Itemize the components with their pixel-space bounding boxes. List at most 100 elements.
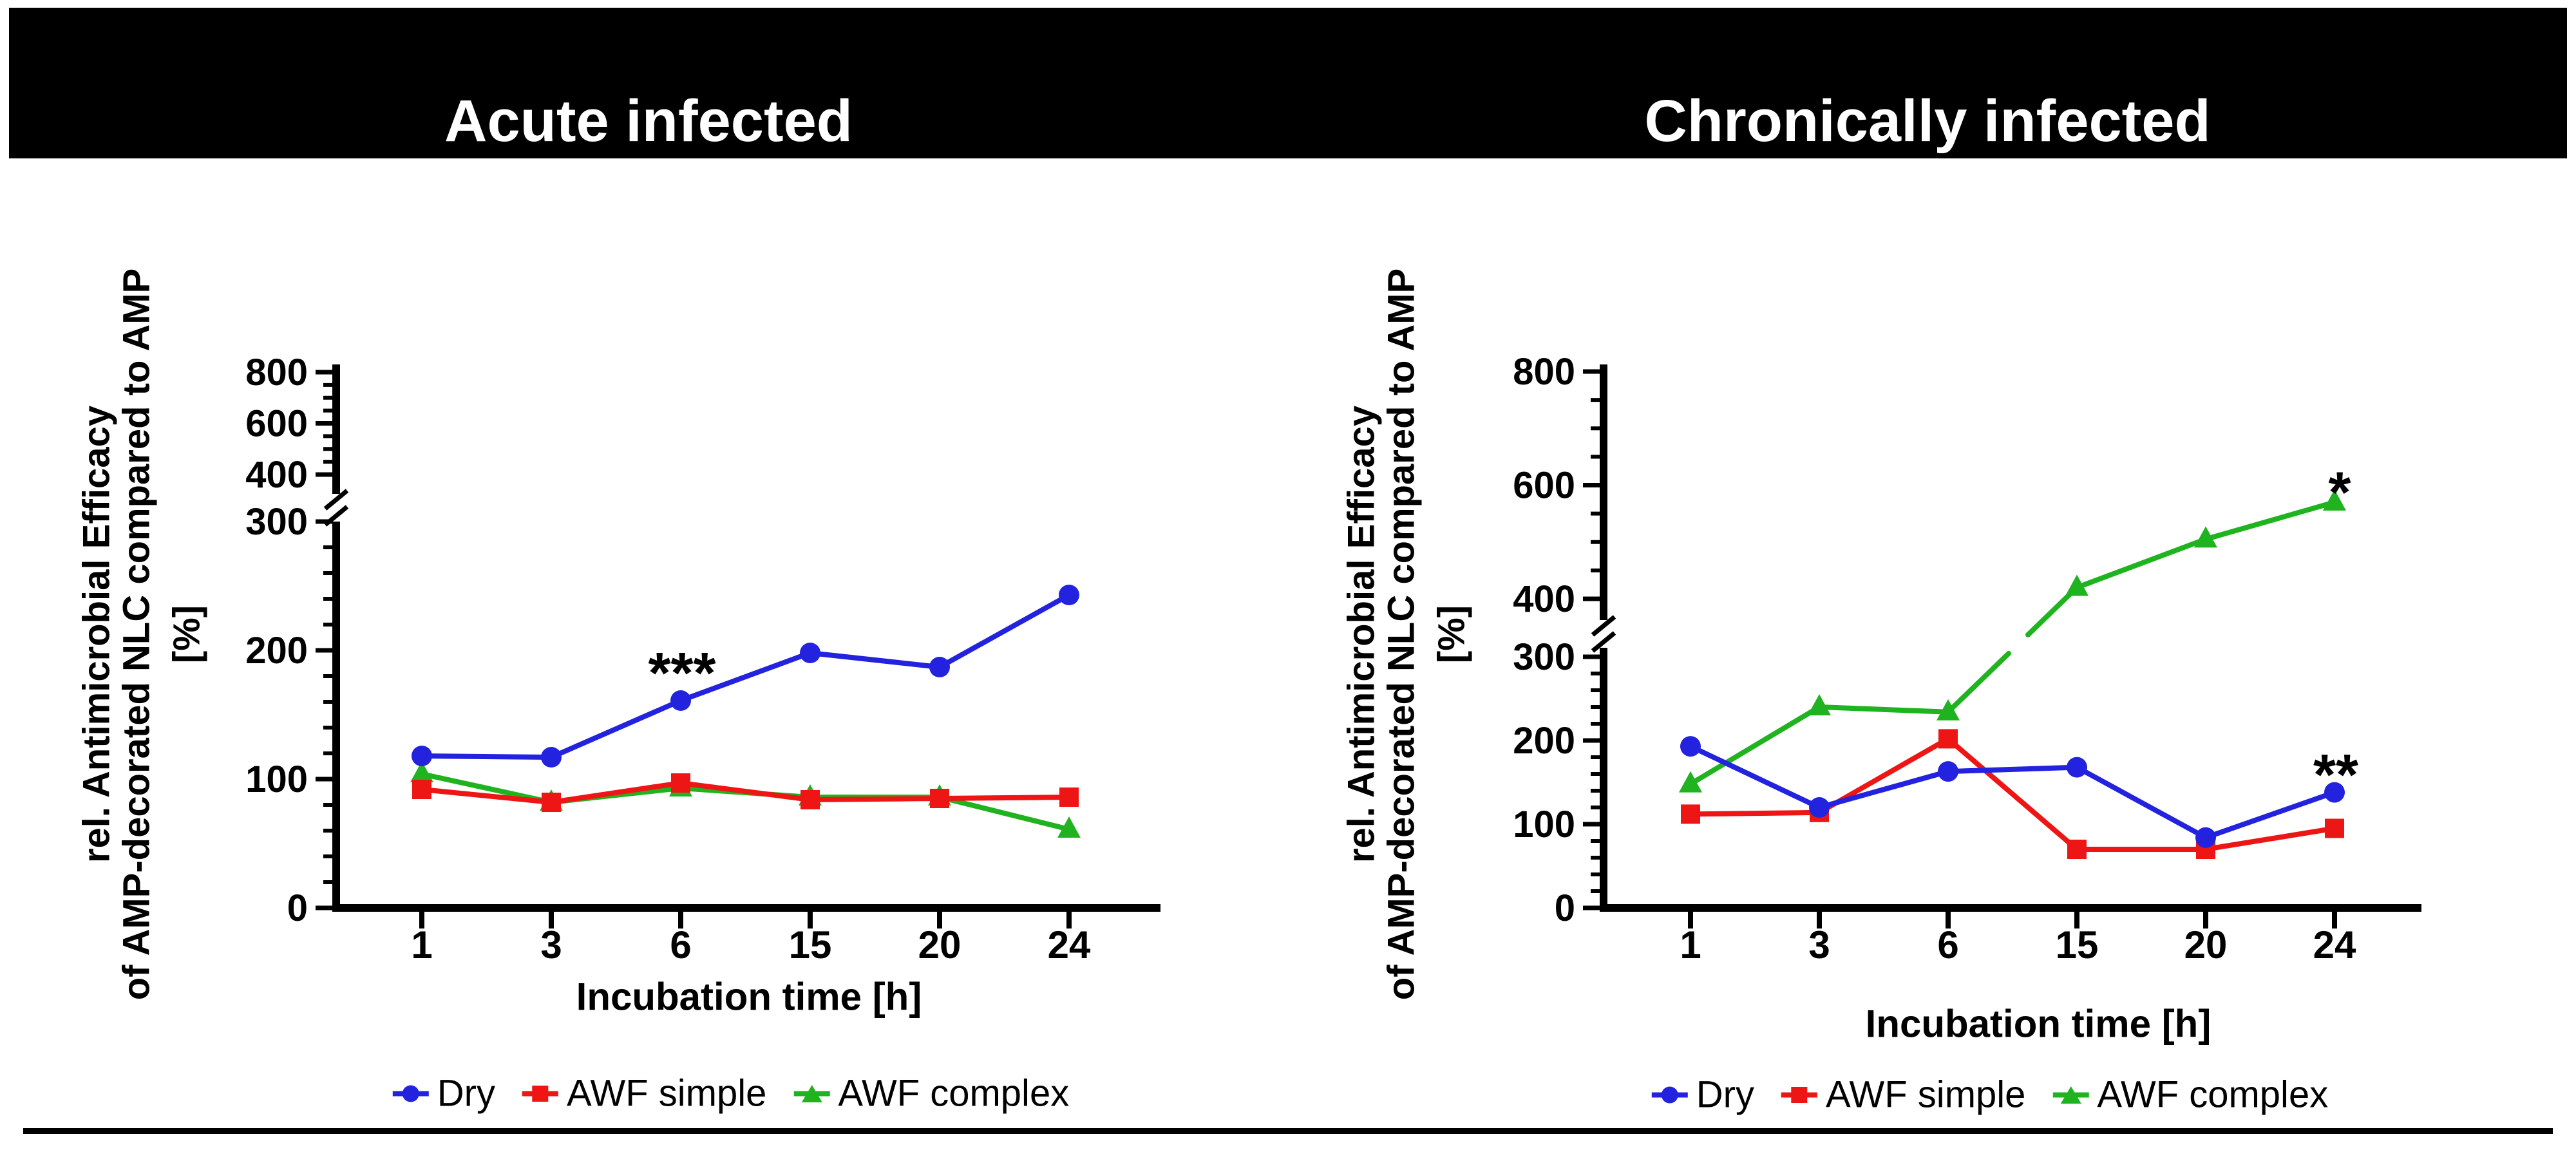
x-tick-label: 20 (2184, 923, 2228, 966)
awf-complex-marker-icon (793, 1084, 830, 1103)
awf-complex-point-icon (1937, 699, 1960, 721)
awf-complex-point-icon (2065, 574, 2088, 596)
x-tick-label: 1 (1680, 923, 1701, 966)
dry-point-icon (412, 746, 432, 766)
awf-simple-point-icon (2067, 840, 2087, 859)
awf-simple-point-icon (1681, 804, 1700, 824)
y-tick-label: 0 (1555, 887, 1575, 929)
x-tick-label: 24 (2313, 923, 2356, 966)
y-tick-label: 600 (245, 403, 308, 445)
x-tick-label: 20 (918, 923, 961, 966)
x-tick-label: 6 (670, 923, 691, 966)
chronic-awf-simple-line (1688, 736, 2337, 852)
significance-stars: ** (2313, 743, 2358, 807)
y-tick-label: 200 (245, 630, 308, 672)
legend-label: Dry (437, 1072, 495, 1115)
x-tick-label: 24 (1048, 923, 1091, 966)
awf-simple-point-icon (412, 780, 431, 799)
awf-complex-point-icon (2323, 489, 2346, 511)
chronic-awf-complex-line (1688, 499, 2337, 787)
dry-point-icon (929, 657, 950, 677)
dry-point-icon (1938, 761, 1958, 782)
header-bar: Acute infected Chronically infected (9, 8, 2567, 158)
chronic-legend: Dry AWF simple AWF complex (1651, 1073, 2328, 1117)
chronic-y-axis-title-unit: [%] (1430, 605, 1473, 664)
dry-point-icon (541, 747, 562, 768)
awf-simple-point-icon (671, 773, 690, 793)
dry-point-icon (2067, 757, 2087, 778)
legend-label: AWF simple (566, 1072, 767, 1115)
acute-awf-simple-line (419, 780, 1072, 805)
awf-simple-point-icon (930, 789, 949, 808)
x-tick-label: 6 (1937, 923, 1958, 966)
y-tick-label: 300 (1513, 636, 1575, 678)
awf-simple-point-icon (2325, 818, 2344, 838)
dry-point-icon (1809, 797, 1830, 818)
dry-point-icon (800, 643, 820, 663)
y-tick-label: 300 (245, 501, 308, 543)
awf-simple-point-icon (542, 793, 561, 812)
awf-simple-point-icon (1059, 787, 1079, 807)
awf-complex-point-icon (1057, 816, 1081, 838)
dry-marker-icon (1651, 1085, 1688, 1104)
awf-complex-point-icon (1679, 771, 1702, 793)
y-tick-label: 200 (1513, 720, 1575, 762)
y-tick-label: 800 (1513, 351, 1575, 393)
acute-y-axis-title-line2: of AMP-decorated NLC compared to AMP (115, 268, 158, 1001)
acute-x-axis-title: Incubation time [h] (576, 975, 922, 1019)
axis-break-slash-icon (1591, 631, 1616, 653)
awf-simple-point-icon (1938, 729, 1958, 749)
legend-item-awf-complex: AWF complex (2052, 1073, 2328, 1117)
chronic-dry-line (1688, 744, 2337, 840)
x-tick-label: 3 (540, 923, 562, 966)
acute-y-axis-title-unit: [%] (166, 605, 208, 664)
acute-y-axis-title-line1: rel. Antimicrobial Efficacy (75, 405, 118, 863)
axis-break-slash-icon (1591, 615, 1616, 637)
x-tick-label: 1 (411, 923, 432, 966)
legend-label: AWF complex (2097, 1073, 2329, 1116)
x-tick-label: 15 (789, 923, 832, 966)
y-tick-label: 100 (245, 759, 308, 800)
chronic-y-axis-title-line1: rel. Antimicrobial Efficacy (1340, 405, 1383, 863)
awf-complex-point-icon (1808, 694, 1831, 715)
chart-acute: 0 100 200 300 400 600 800 1 3 6 15 20 24 *** (245, 352, 1160, 966)
x-tick-label: 3 (1808, 923, 1830, 966)
dry-point-icon (2195, 827, 2216, 848)
bottom-rule (23, 1128, 2553, 1134)
y-tick-label: 600 (1513, 465, 1575, 507)
acute-legend: Dry AWF simple AWF complex (392, 1072, 1069, 1115)
awf-simple-marker-icon (1781, 1085, 1817, 1104)
panel-title-acute: Acute infected (444, 88, 853, 154)
dry-point-icon (1680, 736, 1701, 757)
awf-complex-point-icon (2194, 526, 2217, 548)
significance-stars: * (2328, 460, 2351, 525)
y-tick-label: 400 (1513, 578, 1575, 620)
legend-label: AWF simple (1825, 1073, 2026, 1116)
legend-item-dry: Dry (1651, 1073, 1754, 1117)
panel-title-chronic: Chronically infected (1644, 88, 2211, 154)
awf-complex-point-icon (410, 761, 433, 782)
legend-item-dry: Dry (392, 1072, 495, 1115)
y-tick-label: 400 (245, 454, 308, 496)
y-tick-label: 100 (1513, 804, 1575, 845)
y-tick-label: 800 (245, 352, 308, 393)
legend-item-awf-complex: AWF complex (793, 1072, 1069, 1115)
awf-simple-marker-icon (522, 1084, 558, 1103)
axis-break-slash-icon (323, 489, 349, 511)
significance-stars: *** (648, 641, 715, 706)
legend-label: AWF complex (838, 1072, 1070, 1115)
acute-dry-line (419, 592, 1072, 760)
chronic-x-axis-title: Incubation time [h] (1865, 1002, 2211, 1046)
dry-point-icon (2324, 782, 2345, 803)
y-tick-label: 0 (287, 887, 308, 929)
awf-simple-point-icon (800, 790, 820, 809)
dry-point-icon (1059, 585, 1079, 605)
legend-label: Dry (1696, 1073, 1754, 1116)
x-tick-label: 15 (2056, 923, 2099, 966)
axis-break-slash-icon (323, 505, 349, 527)
awf-complex-marker-icon (2052, 1085, 2089, 1104)
dry-point-icon (670, 690, 691, 711)
